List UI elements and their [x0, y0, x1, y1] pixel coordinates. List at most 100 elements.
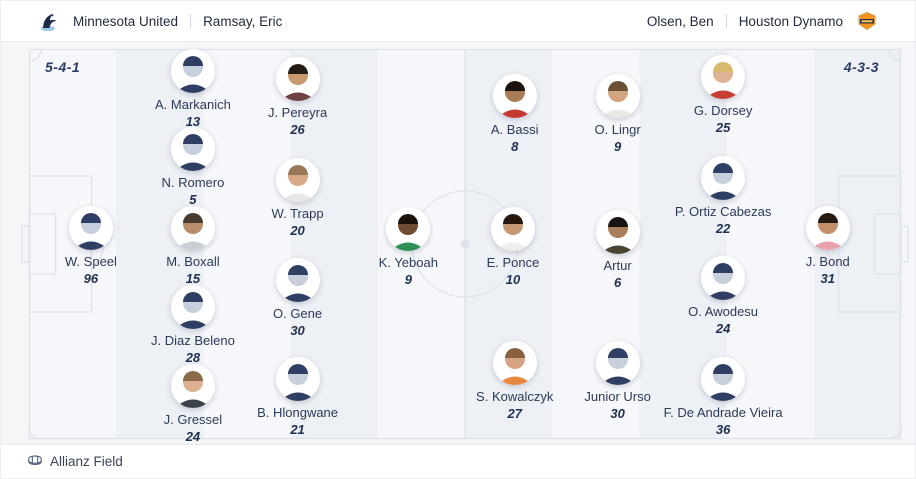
player-name: W. Speel — [64, 254, 117, 269]
player-n-romero[interactable]: N. Romero 5 — [123, 126, 263, 207]
player-f-de-andrade-vieira[interactable]: F. De Andrade Vieira 36 — [653, 356, 793, 437]
minnesota-united-logo-icon[interactable] — [37, 9, 61, 33]
player-avatar-icon — [386, 207, 431, 252]
player-name: O. Lingr — [594, 122, 641, 138]
player-j-pereyra[interactable]: J. Pereyra 26 — [228, 57, 368, 137]
player-name: B. Hlongwane — [257, 404, 339, 420]
player-number: 21 — [290, 421, 305, 437]
player-name: J. Diaz Beleno — [151, 333, 235, 349]
away-team-header: Olsen, Ben Houston Dynamo — [647, 9, 879, 33]
player-a-markanich[interactable]: A. Markanich 13 — [123, 48, 263, 129]
player-name: A. Markanich — [154, 96, 231, 112]
home-team-header: Minnesota United Ramsay, Eric — [37, 9, 282, 33]
player-number: 22 — [715, 221, 731, 237]
player-name: Artur — [603, 257, 632, 273]
player-avatar-icon — [701, 356, 746, 401]
player-name: K. Yeboah — [378, 255, 438, 271]
player-o-awodesu[interactable]: O. Awodesu 24 — [653, 255, 793, 336]
player-avatar-icon — [595, 74, 640, 119]
player-b-hlongwane[interactable]: B. Hlongwane 21 — [228, 356, 368, 437]
home-coach-name: Ramsay, Eric — [203, 13, 283, 29]
player-avatar-icon — [701, 156, 746, 201]
player-avatar-icon — [275, 57, 320, 102]
player-number: 9 — [613, 139, 622, 155]
player-avatar-icon — [701, 255, 746, 300]
player-k-yeboah[interactable]: K. Yeboah 9 — [338, 207, 478, 287]
player-avatar-icon — [170, 285, 215, 330]
player-number: 24 — [715, 320, 731, 336]
player-name: M. Boxall — [166, 254, 220, 269]
player-w-speel[interactable]: W. Speel 96 — [21, 206, 161, 286]
home-team-name[interactable]: Minnesota United — [73, 13, 179, 29]
player-avatar-icon — [595, 209, 640, 254]
player-number: 10 — [505, 272, 521, 288]
pitch-area: 5-4-1 4-3-3 W. Speel 96 A. Markanich 13 N. R… — [1, 42, 915, 444]
player-artur[interactable]: Artur 6 — [548, 209, 688, 290]
player-avatar-icon — [275, 257, 320, 302]
player-junior-urso[interactable]: Junior Urso 30 — [548, 340, 688, 421]
player-avatar-icon — [492, 340, 537, 385]
player-number: 30 — [290, 322, 305, 338]
stadium-icon — [27, 452, 43, 471]
player-name: J. Pereyra — [267, 105, 328, 121]
player-name: P. Ortiz Cabezas — [674, 204, 772, 220]
player-number: 25 — [715, 120, 731, 136]
player-number: 27 — [507, 405, 522, 421]
player-o-gene[interactable]: O. Gene 30 — [228, 257, 368, 338]
player-avatar-icon — [595, 340, 640, 385]
player-g-dorsey[interactable]: G. Dorsey 25 — [653, 55, 793, 135]
pitch: 5-4-1 4-3-3 W. Speel 96 A. Markanich 13 N. R… — [21, 48, 909, 444]
player-j-diaz-beleno[interactable]: J. Diaz Beleno 28 — [123, 285, 263, 365]
player-avatar-icon — [68, 206, 113, 250]
player-name: Junior Urso — [584, 388, 651, 404]
player-number: 26 — [290, 122, 305, 138]
player-number: 8 — [511, 139, 519, 155]
player-w-trapp[interactable]: W. Trapp 20 — [228, 158, 368, 238]
player-avatar-icon — [701, 55, 746, 100]
player-number: 96 — [83, 271, 99, 286]
player-avatar-icon — [170, 363, 215, 408]
player-number: 30 — [610, 405, 625, 421]
player-avatar-icon — [170, 126, 215, 171]
away-team-name[interactable]: Houston Dynamo — [738, 13, 843, 29]
player-name: O. Awodesu — [688, 303, 759, 319]
player-name: G. Dorsey — [693, 103, 753, 119]
venue-name: Allianz Field — [50, 454, 123, 469]
player-avatar-icon — [275, 356, 320, 401]
player-avatar-icon — [492, 74, 537, 119]
player-avatar-icon — [490, 207, 535, 252]
header: Minnesota United Ramsay, Eric Olsen, Ben… — [1, 1, 915, 42]
player-name: F. De Andrade Vieira — [663, 404, 783, 420]
player-name: W. Trapp — [271, 206, 324, 222]
header-divider — [190, 13, 192, 29]
player-number: 36 — [715, 421, 731, 437]
header-divider — [725, 13, 727, 29]
player-s-kowalczyk[interactable]: S. Kowalczyk 27 — [445, 340, 585, 421]
player-avatar-icon — [275, 158, 320, 203]
player-avatar-icon — [805, 206, 850, 250]
player-m-boxall[interactable]: M. Boxall 15 — [123, 206, 263, 286]
player-number: 15 — [185, 271, 201, 286]
player-name: J. Bond — [805, 254, 850, 269]
player-name: E. Ponce — [486, 255, 540, 271]
player-number: 31 — [820, 271, 835, 286]
player-j-bond[interactable]: J. Bond 31 — [758, 206, 898, 286]
away-coach-name: Olsen, Ben — [646, 13, 714, 29]
player-name: N. Romero — [161, 174, 225, 190]
away-formation-label: 4-3-3 — [843, 59, 879, 75]
player-p-ortiz-cabezas[interactable]: P. Ortiz Cabezas 22 — [653, 156, 793, 236]
player-e-ponce[interactable]: E. Ponce 10 — [443, 207, 583, 287]
player-number: 13 — [185, 113, 201, 129]
home-formation-label: 5-4-1 — [45, 59, 81, 75]
player-o-lingr[interactable]: O. Lingr 9 — [548, 74, 688, 154]
player-name: O. Gene — [272, 305, 323, 321]
houston-dynamo-logo-icon[interactable] — [855, 9, 879, 33]
player-a-bassi[interactable]: A. Bassi 8 — [445, 74, 585, 154]
player-name: A. Bassi — [490, 122, 539, 138]
player-name: S. Kowalczyk — [476, 388, 554, 404]
player-number: 24 — [185, 428, 201, 444]
player-number: 28 — [185, 350, 201, 366]
player-j-gressel[interactable]: J. Gressel 24 — [123, 363, 263, 444]
player-number: 5 — [189, 191, 197, 207]
player-number: 9 — [404, 272, 412, 288]
